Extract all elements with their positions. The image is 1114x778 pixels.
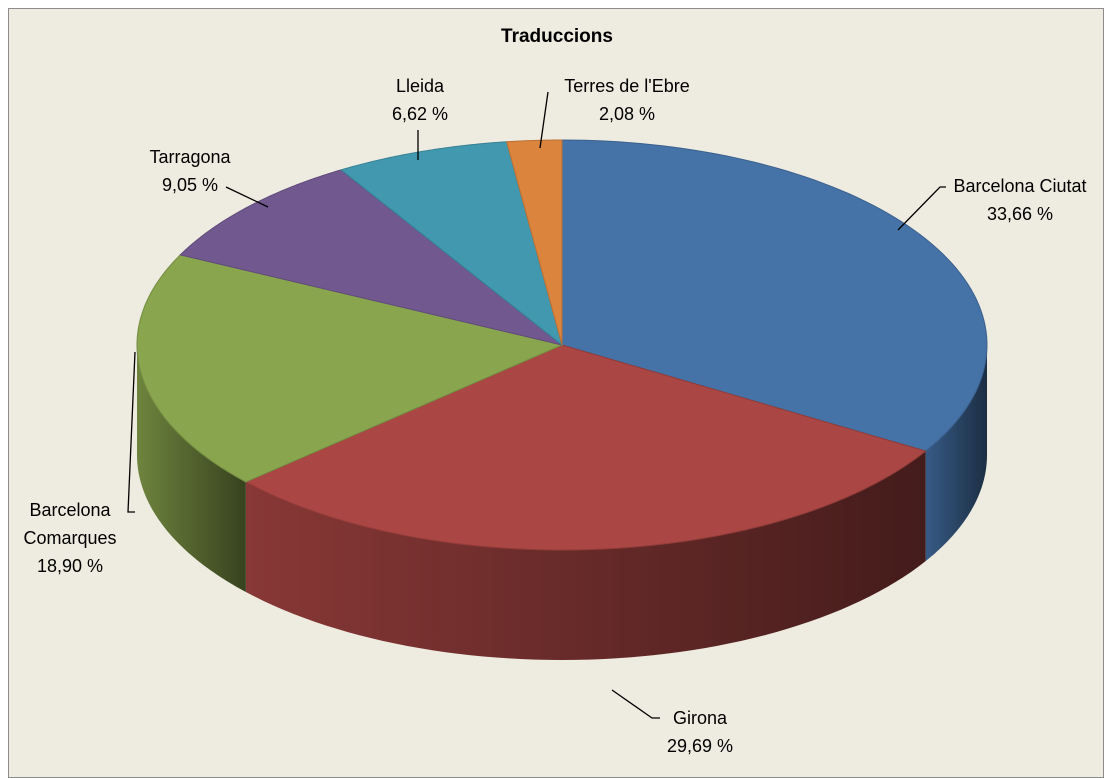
data-label-name: Tarragona: [149, 147, 231, 167]
data-label-name: Lleida: [395, 76, 445, 96]
data-label-name: Girona: [672, 708, 728, 728]
pie-slice: [505, 139, 563, 346]
pie-slice-side: [245, 451, 926, 660]
leader-line: [127, 351, 136, 513]
data-label-name: Barcelona Comarques: [23, 500, 117, 548]
pie-slice-side: [925, 345, 987, 562]
leader-line: [897, 186, 946, 231]
leader-line: [539, 91, 549, 149]
data-label-value: 6,62 %: [391, 104, 449, 124]
data-label-value: 18,90 %: [36, 556, 104, 576]
data-label-value: 33,66 %: [986, 204, 1054, 224]
data-label-value: 29,69 %: [666, 736, 734, 756]
pie-slice: [179, 169, 563, 346]
pie-slice-side: [137, 345, 246, 593]
pie-slice: [244, 344, 927, 551]
chart-title: Traduccions: [501, 26, 613, 47]
pie-slice: [136, 254, 564, 483]
leader-line: [225, 186, 269, 208]
pie-slice: [340, 141, 563, 347]
data-label-value: 9,05 %: [161, 175, 219, 195]
data-label-value: 2,08 %: [598, 104, 656, 124]
data-label-name: Barcelona Ciutat: [953, 176, 1087, 196]
leader-line: [611, 689, 660, 719]
data-label-name: Terres de l'Ebre: [564, 76, 690, 96]
pie-slice: [561, 139, 988, 452]
